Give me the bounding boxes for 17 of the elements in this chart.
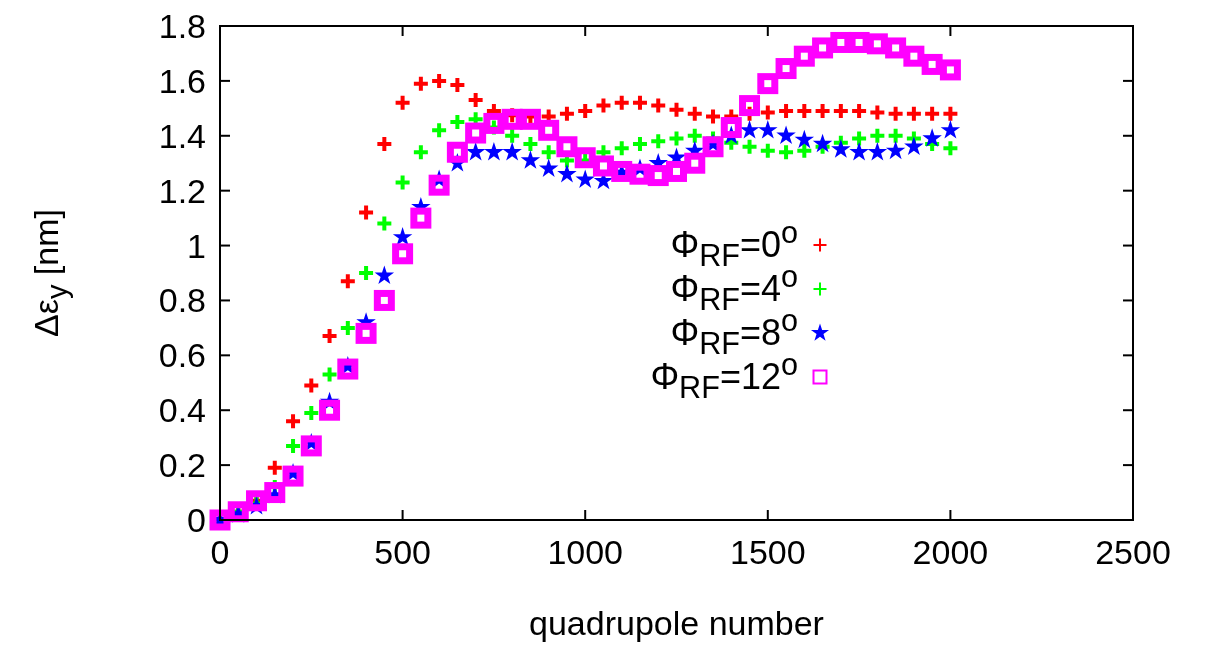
x-tick-label: 500 [374,533,431,571]
x-tick-label: 2500 [1095,533,1171,571]
y-tick-label: 0.4 [158,391,206,430]
y-tick-label: 1.8 [158,7,206,45]
y-tick-label: 0.8 [158,281,206,320]
y-tick-label: 1 [187,226,206,265]
x-tick-label: 2000 [912,533,989,571]
y-tick-label: 1.2 [158,171,206,210]
x-tick-label: 1500 [729,533,806,571]
y-tick-label: 1.6 [158,61,206,100]
x-axis-title: quadrupole number [529,604,824,642]
y-tick-label: 1.4 [158,116,206,155]
y-tick-label: 0 [187,501,206,539]
x-tick-label: 1000 [547,533,624,571]
y-tick-label: 0.6 [158,336,206,375]
y-tick-label: 0.2 [158,446,206,485]
x-tick-label: 0 [210,533,230,571]
